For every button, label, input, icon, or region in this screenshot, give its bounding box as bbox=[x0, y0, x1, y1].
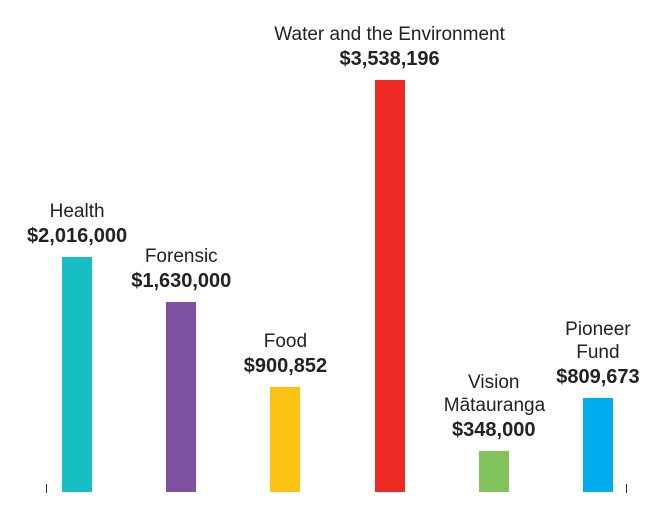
bar-label: Forensic $1,630,000 bbox=[131, 245, 231, 294]
category-label: Vision Mātauranga bbox=[443, 372, 546, 417]
category-label: Food bbox=[263, 331, 308, 353]
bar-label: Health $2,016,000 bbox=[27, 200, 127, 249]
bar bbox=[374, 79, 405, 492]
bar bbox=[478, 451, 509, 492]
bar bbox=[62, 257, 93, 492]
value-label: $348,000 bbox=[452, 419, 536, 442]
bar bbox=[166, 302, 197, 492]
bar bbox=[270, 387, 301, 492]
category-label: Water and the Environment bbox=[274, 23, 505, 45]
value-label: $3,538,196 bbox=[339, 47, 440, 70]
value-label: $900,852 bbox=[243, 355, 328, 378]
category-label: Health bbox=[49, 201, 105, 223]
bar-label: Pioneer Fund $809,673 bbox=[556, 318, 639, 390]
value-label: $809,673 bbox=[556, 365, 640, 388]
value-label: $2,016,000 bbox=[27, 225, 128, 248]
category-label: Pioneer Fund bbox=[565, 318, 631, 363]
bar bbox=[582, 397, 613, 492]
bar-label: Food $900,852 bbox=[244, 330, 327, 379]
axis-end bbox=[46, 484, 47, 493]
category-label: Forensic bbox=[144, 246, 218, 268]
bar-label: Vision Mātauranga $348,000 bbox=[443, 371, 546, 443]
axis-end bbox=[626, 484, 627, 493]
value-label: $1,630,000 bbox=[131, 270, 232, 293]
bar-label: Water and the Environment $3,538,196 bbox=[274, 23, 505, 72]
